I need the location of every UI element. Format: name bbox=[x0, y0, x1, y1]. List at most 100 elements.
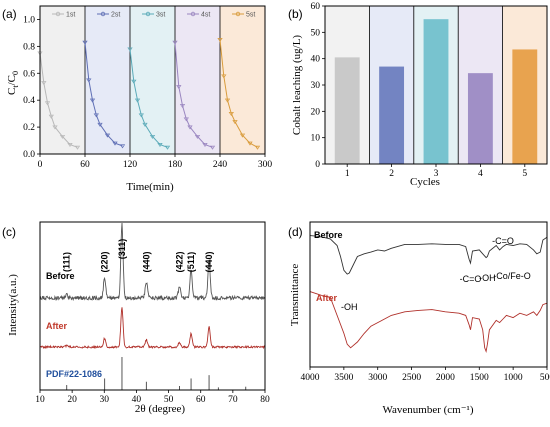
data-point bbox=[209, 145, 216, 150]
after-trace bbox=[39, 307, 266, 350]
x-tick-label: 60 bbox=[196, 395, 206, 405]
data-point bbox=[232, 120, 238, 125]
bar bbox=[379, 66, 405, 164]
x-tick-label: 40 bbox=[132, 395, 142, 405]
panel-d-xlabel: Wavenumber (cm⁻¹) bbox=[383, 404, 474, 416]
cycle-band bbox=[85, 6, 130, 154]
peak-annotation: -OH bbox=[479, 273, 496, 283]
data-point bbox=[127, 47, 133, 52]
y-tick-label: 10 bbox=[311, 134, 321, 144]
peak-label: (111) bbox=[62, 252, 72, 272]
x-tick-label: 4000 bbox=[301, 373, 320, 383]
x-tick-label: 60 bbox=[80, 160, 90, 170]
y-tick-label: 30 bbox=[311, 81, 321, 91]
panel-b-label: (b) bbox=[288, 7, 303, 21]
data-point bbox=[228, 112, 234, 117]
peak-label: (311) bbox=[117, 239, 127, 260]
legend-label: 3st bbox=[156, 12, 165, 19]
peak-annotation: -C=O bbox=[492, 236, 514, 246]
x-tick-label: 300 bbox=[258, 160, 273, 170]
bar bbox=[334, 57, 360, 164]
x-tick-label: 70 bbox=[228, 395, 238, 405]
legend-marker bbox=[235, 11, 241, 17]
x-tick-label: 2 bbox=[389, 169, 394, 179]
panel-a: 0 60 120 180 240 300 0.0 0.2 0.4 0.6 0.8 1.0 1st 2st… bbox=[2, 5, 273, 193]
cycle-band bbox=[40, 6, 85, 154]
x-tick-label: 500 bbox=[540, 373, 550, 383]
data-point bbox=[41, 81, 47, 86]
data-point bbox=[179, 104, 186, 109]
panel-b-xlabel: Cycles bbox=[410, 176, 440, 188]
x-tick-label: 240 bbox=[213, 160, 228, 170]
x-tick-label: 20 bbox=[67, 395, 77, 405]
data-point bbox=[44, 101, 51, 106]
panel-c-frame bbox=[39, 221, 266, 391]
data-point bbox=[217, 38, 223, 43]
data-point bbox=[224, 98, 231, 103]
peak-annotation: -OH bbox=[341, 302, 358, 312]
data-point bbox=[131, 79, 137, 84]
x-tick-label: 30 bbox=[100, 395, 110, 405]
legend-marker bbox=[145, 11, 151, 17]
data-point bbox=[86, 78, 92, 83]
data-point bbox=[176, 85, 182, 90]
legend-marker bbox=[190, 11, 196, 17]
data-point bbox=[134, 98, 141, 103]
y-tick-label: 40 bbox=[311, 55, 321, 65]
data-point bbox=[89, 98, 96, 103]
panel-c-label: (c) bbox=[2, 225, 16, 239]
data-point bbox=[172, 40, 178, 45]
x-tick-label: 50 bbox=[164, 395, 174, 405]
x-tick-label: 1000 bbox=[504, 373, 523, 383]
peak-label: (440) bbox=[204, 251, 214, 272]
data-point bbox=[74, 145, 81, 150]
x-tick-label: 180 bbox=[168, 160, 183, 170]
series-label-after: After bbox=[46, 321, 67, 331]
series-label-after-ftir: After bbox=[316, 293, 337, 303]
peak-label: (220) bbox=[100, 251, 110, 272]
data-point bbox=[202, 143, 208, 148]
y-tick-label: 1.0 bbox=[23, 15, 35, 25]
x-tick-label: 10 bbox=[35, 395, 45, 405]
data-point bbox=[104, 133, 111, 138]
peak-label: (511) bbox=[186, 252, 196, 273]
series-label-before-ftir: Before bbox=[314, 230, 343, 240]
data-point bbox=[93, 113, 99, 118]
cycle-band bbox=[220, 6, 265, 154]
before-trace bbox=[309, 235, 548, 275]
legend-label: 1st bbox=[66, 12, 75, 19]
after-trace bbox=[309, 291, 548, 354]
x-tick-label: 4 bbox=[478, 169, 483, 179]
data-point bbox=[142, 122, 148, 127]
ylabel-main: C bbox=[6, 88, 18, 95]
panel-a-xlabel: Time(min) bbox=[126, 181, 174, 193]
x-tick-label: 80 bbox=[260, 395, 270, 405]
panel-d-label: (d) bbox=[288, 225, 303, 239]
y-tick-label: 0.0 bbox=[23, 150, 35, 160]
data-point bbox=[239, 133, 246, 138]
x-tick-label: 1500 bbox=[470, 373, 489, 383]
data-point bbox=[48, 114, 54, 119]
data-point bbox=[164, 145, 171, 150]
data-point bbox=[112, 141, 118, 146]
y-tick-label: 0.2 bbox=[23, 123, 35, 133]
data-point bbox=[183, 117, 189, 122]
x-tick-label: 3000 bbox=[368, 373, 387, 383]
bar bbox=[423, 19, 449, 164]
ylabel-sub-0: 0 bbox=[11, 71, 20, 75]
x-tick-label: 5 bbox=[522, 169, 527, 179]
peak-annotation: -Co/Fe-O bbox=[493, 271, 531, 281]
panel-a-ylabel: Ct/C0 bbox=[6, 71, 20, 95]
legend-marker bbox=[100, 11, 106, 17]
x-tick-label: 1 bbox=[345, 169, 350, 179]
y-tick-label: 0.4 bbox=[23, 96, 35, 106]
data-point bbox=[138, 113, 144, 118]
panel-c-xlabel: 2θ (degree) bbox=[135, 403, 185, 415]
cycle-band bbox=[175, 6, 220, 154]
y-tick-label: 60 bbox=[311, 2, 321, 12]
panel-d-ylabel: Transmittance bbox=[289, 264, 301, 327]
data-point bbox=[97, 122, 103, 127]
ylabel-sub-t: t bbox=[11, 85, 20, 88]
peak-annotation: -C=O bbox=[460, 274, 482, 284]
